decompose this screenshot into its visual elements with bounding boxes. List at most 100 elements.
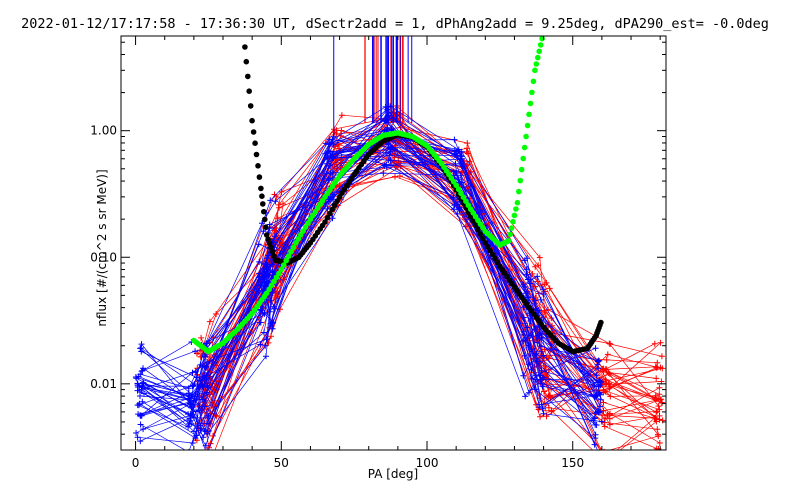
blue-channel-pa-distributions-marker — [257, 319, 264, 326]
blue-channel-pa-distributions-marker — [524, 288, 531, 295]
red-channel-pa-distributions-marker — [654, 408, 661, 415]
blue-channel-pa-distributions-marker — [185, 423, 192, 430]
green-fit-point — [527, 100, 534, 107]
blue-channel-pa-distributions-marker — [540, 286, 547, 293]
x-tick-label: 0 — [132, 456, 140, 470]
blue-channel-pa-distributions-marker — [540, 410, 547, 417]
green-fit-point — [288, 248, 294, 255]
blue-channel-pa-distributions-marker — [133, 430, 140, 436]
green-fit-point — [520, 155, 526, 162]
blue-channel-pa-distributions-marker — [204, 428, 211, 435]
blue-channel-pa-distributions-marker — [387, 145, 394, 152]
blue-channel-pa-distributions-marker — [598, 418, 605, 425]
red-channel-pa-distributions-marker — [656, 412, 663, 419]
y-axis-label: nflux [#/(cm^2 s sr MeV)] — [95, 169, 109, 326]
clipped-data — [132, 36, 666, 450]
blue-channel-pa-distributions-marker — [387, 157, 394, 163]
blue-channel-pa-distributions-marker — [536, 401, 543, 408]
red-channel-pa-distributions-marker — [602, 388, 609, 395]
black-fit-point — [472, 222, 479, 229]
green-fit-point — [536, 48, 542, 55]
green-fit — [191, 36, 545, 355]
blue-channel-pa-distributions-marker — [595, 383, 602, 390]
blue-channel-pa-distributions-marker — [137, 393, 143, 399]
red-channel-pa-distributions-marker — [537, 413, 544, 420]
blue-channel-pa-distributions-marker — [137, 438, 144, 445]
red-channel-pa-distributions-marker — [396, 173, 403, 179]
red-channel-pa-distributions-marker — [654, 426, 661, 433]
blue-channel-pa-distributions-marker — [323, 154, 330, 161]
blue-channel-pa-distributions-marker — [138, 341, 145, 348]
red-channel-pa-distributions-marker — [651, 340, 658, 347]
x-axis-label: PA [deg] — [368, 467, 418, 481]
green-fit-point — [513, 206, 519, 212]
green-fit-point — [530, 78, 537, 85]
red-channel-pa-distributions-marker — [658, 396, 665, 403]
black-fit-point — [263, 224, 269, 230]
blue-channel-pa-distributions-marker — [388, 126, 395, 133]
blue-channel-pa-distributions-marker — [538, 348, 545, 355]
blue-channel-pa-distributions-marker — [527, 280, 534, 287]
blue-channel-pa-distributions-marker — [189, 440, 196, 446]
red-channel-pa-distributions-marker — [268, 333, 274, 340]
red-channel-pa-distributions-marker — [653, 364, 660, 371]
red-channel-pa-distributions-marker — [602, 366, 609, 373]
green-fit-point — [537, 42, 544, 48]
blue-channel-pa-distributions-marker — [387, 162, 394, 169]
black-fit-point — [477, 231, 484, 237]
blue-channel-pa-distributions-marker — [454, 210, 461, 217]
black-fit-point — [331, 202, 338, 208]
blue-channel-pa-distributions-marker — [539, 374, 546, 381]
blue-channel-pa-distributions-marker — [592, 410, 599, 417]
green-fit-point — [290, 244, 297, 251]
x-tick-label: 100 — [416, 456, 439, 470]
green-fit-point — [533, 61, 540, 67]
red-channel-pa-distributions-marker — [603, 356, 610, 363]
blue-channel-pa-distributions-marker — [199, 396, 206, 403]
blue-channel-pa-distributions-marker — [380, 170, 387, 177]
blue-channel-pa-distributions-marker — [520, 372, 527, 379]
red-channel-pa-distributions-marker — [655, 403, 662, 410]
blue-channel-pa-distributions-marker — [202, 353, 209, 360]
red-channel-pa-distributions-marker — [656, 384, 663, 391]
black-fit-point — [324, 215, 331, 221]
black-fit-point — [246, 88, 252, 94]
x-tick-label: 150 — [561, 456, 584, 470]
black-fit-point — [470, 218, 477, 224]
blue-channel-pa-distributions-marker — [135, 373, 142, 380]
green-fit-point — [526, 111, 532, 118]
data-layer — [132, 36, 666, 450]
black-fit-point — [475, 226, 481, 233]
blue-channel-pa-distributions-marker — [535, 307, 542, 314]
blue-channel-pa-distributions-marker — [540, 352, 547, 359]
blue-channel-pa-distributions-marker — [453, 168, 460, 175]
red-channel-pa-distributions-marker — [547, 352, 553, 359]
blue-channel-pa-distributions-marker — [326, 136, 333, 143]
red-channel-pa-distributions-marker — [606, 421, 613, 428]
red-channel-pa-distributions-marker — [338, 112, 345, 119]
blue-channel-pa-distributions-marker — [329, 215, 336, 222]
blue-channel-pa-distributions-marker — [450, 206, 457, 213]
red-channel-pa-distributions-marker — [654, 359, 661, 366]
blue-channel-pa-distributions-marker — [597, 403, 604, 410]
red-channel-pa-distributions-marker — [653, 375, 660, 382]
axes-layer: 0 50 100 150 0.01 0.10 1.00 — [90, 35, 667, 470]
blue-channel-pa-distributions-marker — [456, 204, 463, 211]
red-channel-pa-distributions-marker — [606, 380, 613, 387]
red-channel-pa-distributions-marker — [653, 409, 660, 416]
blue-channel-pa-distributions-marker — [189, 369, 196, 376]
black-fit-point — [334, 198, 341, 204]
red-channel-pa-distributions-marker — [213, 311, 220, 317]
blue-channel-pa-distributions-marker — [525, 361, 532, 368]
green-fit-point — [508, 225, 515, 231]
y-tick-label: 0.01 — [90, 377, 117, 391]
green-fit-point — [535, 54, 541, 61]
red-channel-pa-distributions-marker — [547, 392, 554, 399]
red-channel-pa-distributions-marker — [606, 340, 613, 347]
blue-channel-pa-distributions-marker — [192, 348, 199, 355]
blue-channel-pa-distributions-marker — [261, 329, 267, 336]
red-channel-pa-distributions-marker — [546, 285, 553, 292]
red-channel-pa-distributions-marker — [206, 318, 213, 325]
blue-channel-pa-distributions-marker — [269, 325, 276, 332]
red-channel-pa-distributions-marker — [651, 415, 658, 422]
